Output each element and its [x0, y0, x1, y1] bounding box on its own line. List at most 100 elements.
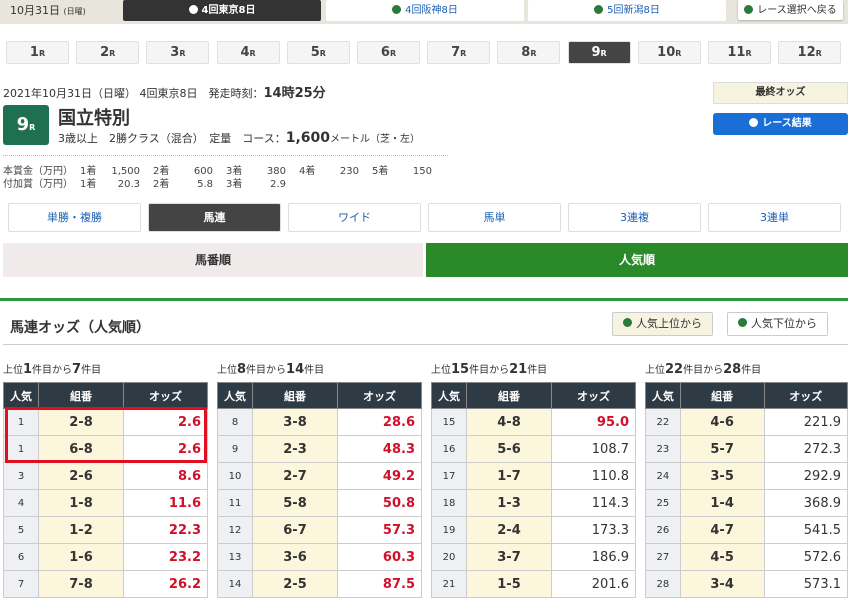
caption-part: 上位	[431, 365, 451, 376]
odds: 95.0	[551, 408, 636, 436]
race-number: 12	[797, 45, 816, 60]
race-number: 11	[727, 45, 746, 60]
odds: 28.6	[337, 408, 422, 436]
sort-popular-low-button[interactable]: 人気下位から	[727, 312, 828, 336]
place: 1着	[80, 179, 97, 190]
back-to-race-select-button[interactable]: レース選択へ戻る	[738, 0, 843, 20]
table-row: 8 3-8 28.6	[217, 408, 422, 436]
caption-part: 28	[723, 362, 742, 377]
race-number: 1	[29, 45, 39, 60]
sort-tab[interactable]: 人気順	[426, 243, 848, 277]
race-tab-10[interactable]: 10R	[637, 41, 701, 64]
combination: 6-7	[252, 516, 338, 544]
race-tab-3[interactable]: 3R	[146, 41, 210, 64]
race-number: 8	[521, 45, 531, 60]
place: 2着	[153, 179, 170, 190]
prize-label: 付加賞（万円）	[3, 179, 73, 190]
place: 1着	[80, 166, 97, 177]
combination: 4-6	[679, 408, 765, 436]
race-tab-12[interactable]: 12R	[778, 41, 842, 64]
race-tab-9[interactable]: 9R	[567, 41, 631, 64]
race-number: 5	[310, 45, 320, 60]
odds: 110.8	[551, 462, 636, 490]
caption-part: 1	[23, 362, 33, 377]
venue-tab[interactable]: 5回新潟8日	[528, 0, 726, 21]
race-tab-5[interactable]: 5R	[286, 41, 350, 64]
amount: 20.3	[117, 179, 140, 190]
combination: 1-8	[38, 489, 124, 517]
table-row: 9 2-3 48.3	[217, 435, 422, 463]
race-tab-4[interactable]: 4R	[216, 41, 280, 64]
odds-table: 人気 組番 オッズ 1 2-8 2.6 1 6-8 2.6 3 2-6 8.6 4 1-8 11.6 5 1-2…	[3, 382, 208, 598]
popularity: 9	[217, 435, 253, 463]
race-tab-8[interactable]: 8R	[497, 41, 561, 64]
odds: 49.2	[337, 462, 422, 490]
race-suffix: R	[530, 49, 537, 58]
header-row: 人気 組番 オッズ	[645, 382, 848, 409]
caption-part: 件目から	[246, 365, 287, 376]
table-row: 20 3-7 186.9	[431, 543, 636, 571]
group-caption: 上位15件目から21件目	[431, 361, 547, 377]
column-header: 人気	[217, 382, 253, 409]
label: 人気上位から	[636, 317, 702, 330]
combination: 4-7	[679, 516, 765, 544]
popularity: 4	[3, 489, 39, 517]
odds: 22.3	[123, 516, 208, 544]
popularity: 16	[431, 435, 467, 463]
table-row: 16 5-6 108.7	[431, 435, 636, 463]
place: 3着	[226, 179, 243, 190]
odds: 87.5	[337, 570, 422, 598]
popularity: 1	[3, 408, 39, 436]
venue-tab[interactable]: 4回東京8日	[123, 0, 321, 21]
sort-tab[interactable]: 馬番順	[3, 243, 423, 277]
race-tab-11[interactable]: 11R	[708, 41, 771, 64]
combination: 3-4	[679, 570, 765, 598]
caption-part: 件目	[741, 365, 762, 376]
odds: 173.3	[551, 516, 636, 544]
table-row: 25 1-4 368.9	[645, 489, 848, 517]
heading-divider	[3, 344, 848, 345]
race-tab-2[interactable]: 2R	[76, 41, 140, 64]
race-tab-1[interactable]: 1R	[6, 41, 69, 64]
table-row: 21 1-5 201.6	[431, 570, 636, 598]
group-caption: 上位1件目から7件目	[3, 361, 101, 377]
race-info: 2021年10月31日（日曜） 4回東京8日 発走時刻：14時25分	[3, 82, 326, 101]
race-result-button[interactable]: レース結果	[713, 113, 848, 135]
combination: 2-5	[252, 570, 338, 598]
popularity: 14	[217, 570, 253, 598]
bet-type-tab[interactable]: 単勝・複勝	[8, 203, 141, 232]
odds: 541.5	[763, 516, 848, 544]
race-number: 9	[16, 114, 30, 135]
bet-type-tab[interactable]: 馬連	[148, 203, 281, 232]
odds: 186.9	[551, 543, 636, 571]
table-row: 13 3-6 60.3	[217, 543, 422, 571]
caption-part: 8	[237, 362, 247, 377]
race-number-badge: 9R	[3, 105, 49, 145]
header-row: 人気 組番 オッズ	[217, 382, 422, 409]
odds: 201.6	[551, 570, 636, 598]
popularity: 23	[645, 435, 681, 463]
distance-unit: メートル（芝・左）	[330, 134, 421, 145]
combination: 1-2	[38, 516, 124, 544]
caption-part: 件目	[304, 365, 325, 376]
header-row: 人気 組番 オッズ	[3, 382, 208, 409]
table-row: 27 4-5 572.6	[645, 543, 848, 571]
back-label: レース選択へ戻る	[757, 5, 837, 16]
sort-popular-high-button[interactable]: 人気上位から	[612, 312, 713, 336]
combination: 3-6	[252, 543, 338, 571]
race-tab-7[interactable]: 7R	[427, 41, 491, 64]
bet-type-tab[interactable]: 3連複	[568, 203, 701, 232]
start-time: 14時25分	[263, 86, 326, 101]
bet-type-tab[interactable]: 馬単	[428, 203, 561, 232]
prize-row: 本賞金（万円） 1着 1,500 2着 600 3着 380 4着 230 5着 150	[3, 162, 445, 177]
venue-tab[interactable]: 4回阪神8日	[326, 0, 524, 21]
bet-type-tab[interactable]: ワイド	[288, 203, 421, 232]
caption-part: 7	[72, 362, 82, 377]
column-header: 人気	[3, 382, 39, 409]
race-name: 国立特別	[58, 108, 130, 129]
final-odds-label: 最終オッズ	[713, 82, 848, 104]
race-tab-6[interactable]: 6R	[357, 41, 420, 64]
bet-type-tab[interactable]: 3連単	[708, 203, 841, 232]
popularity: 11	[217, 489, 253, 517]
group-caption: 上位22件目から28件目	[645, 361, 761, 377]
